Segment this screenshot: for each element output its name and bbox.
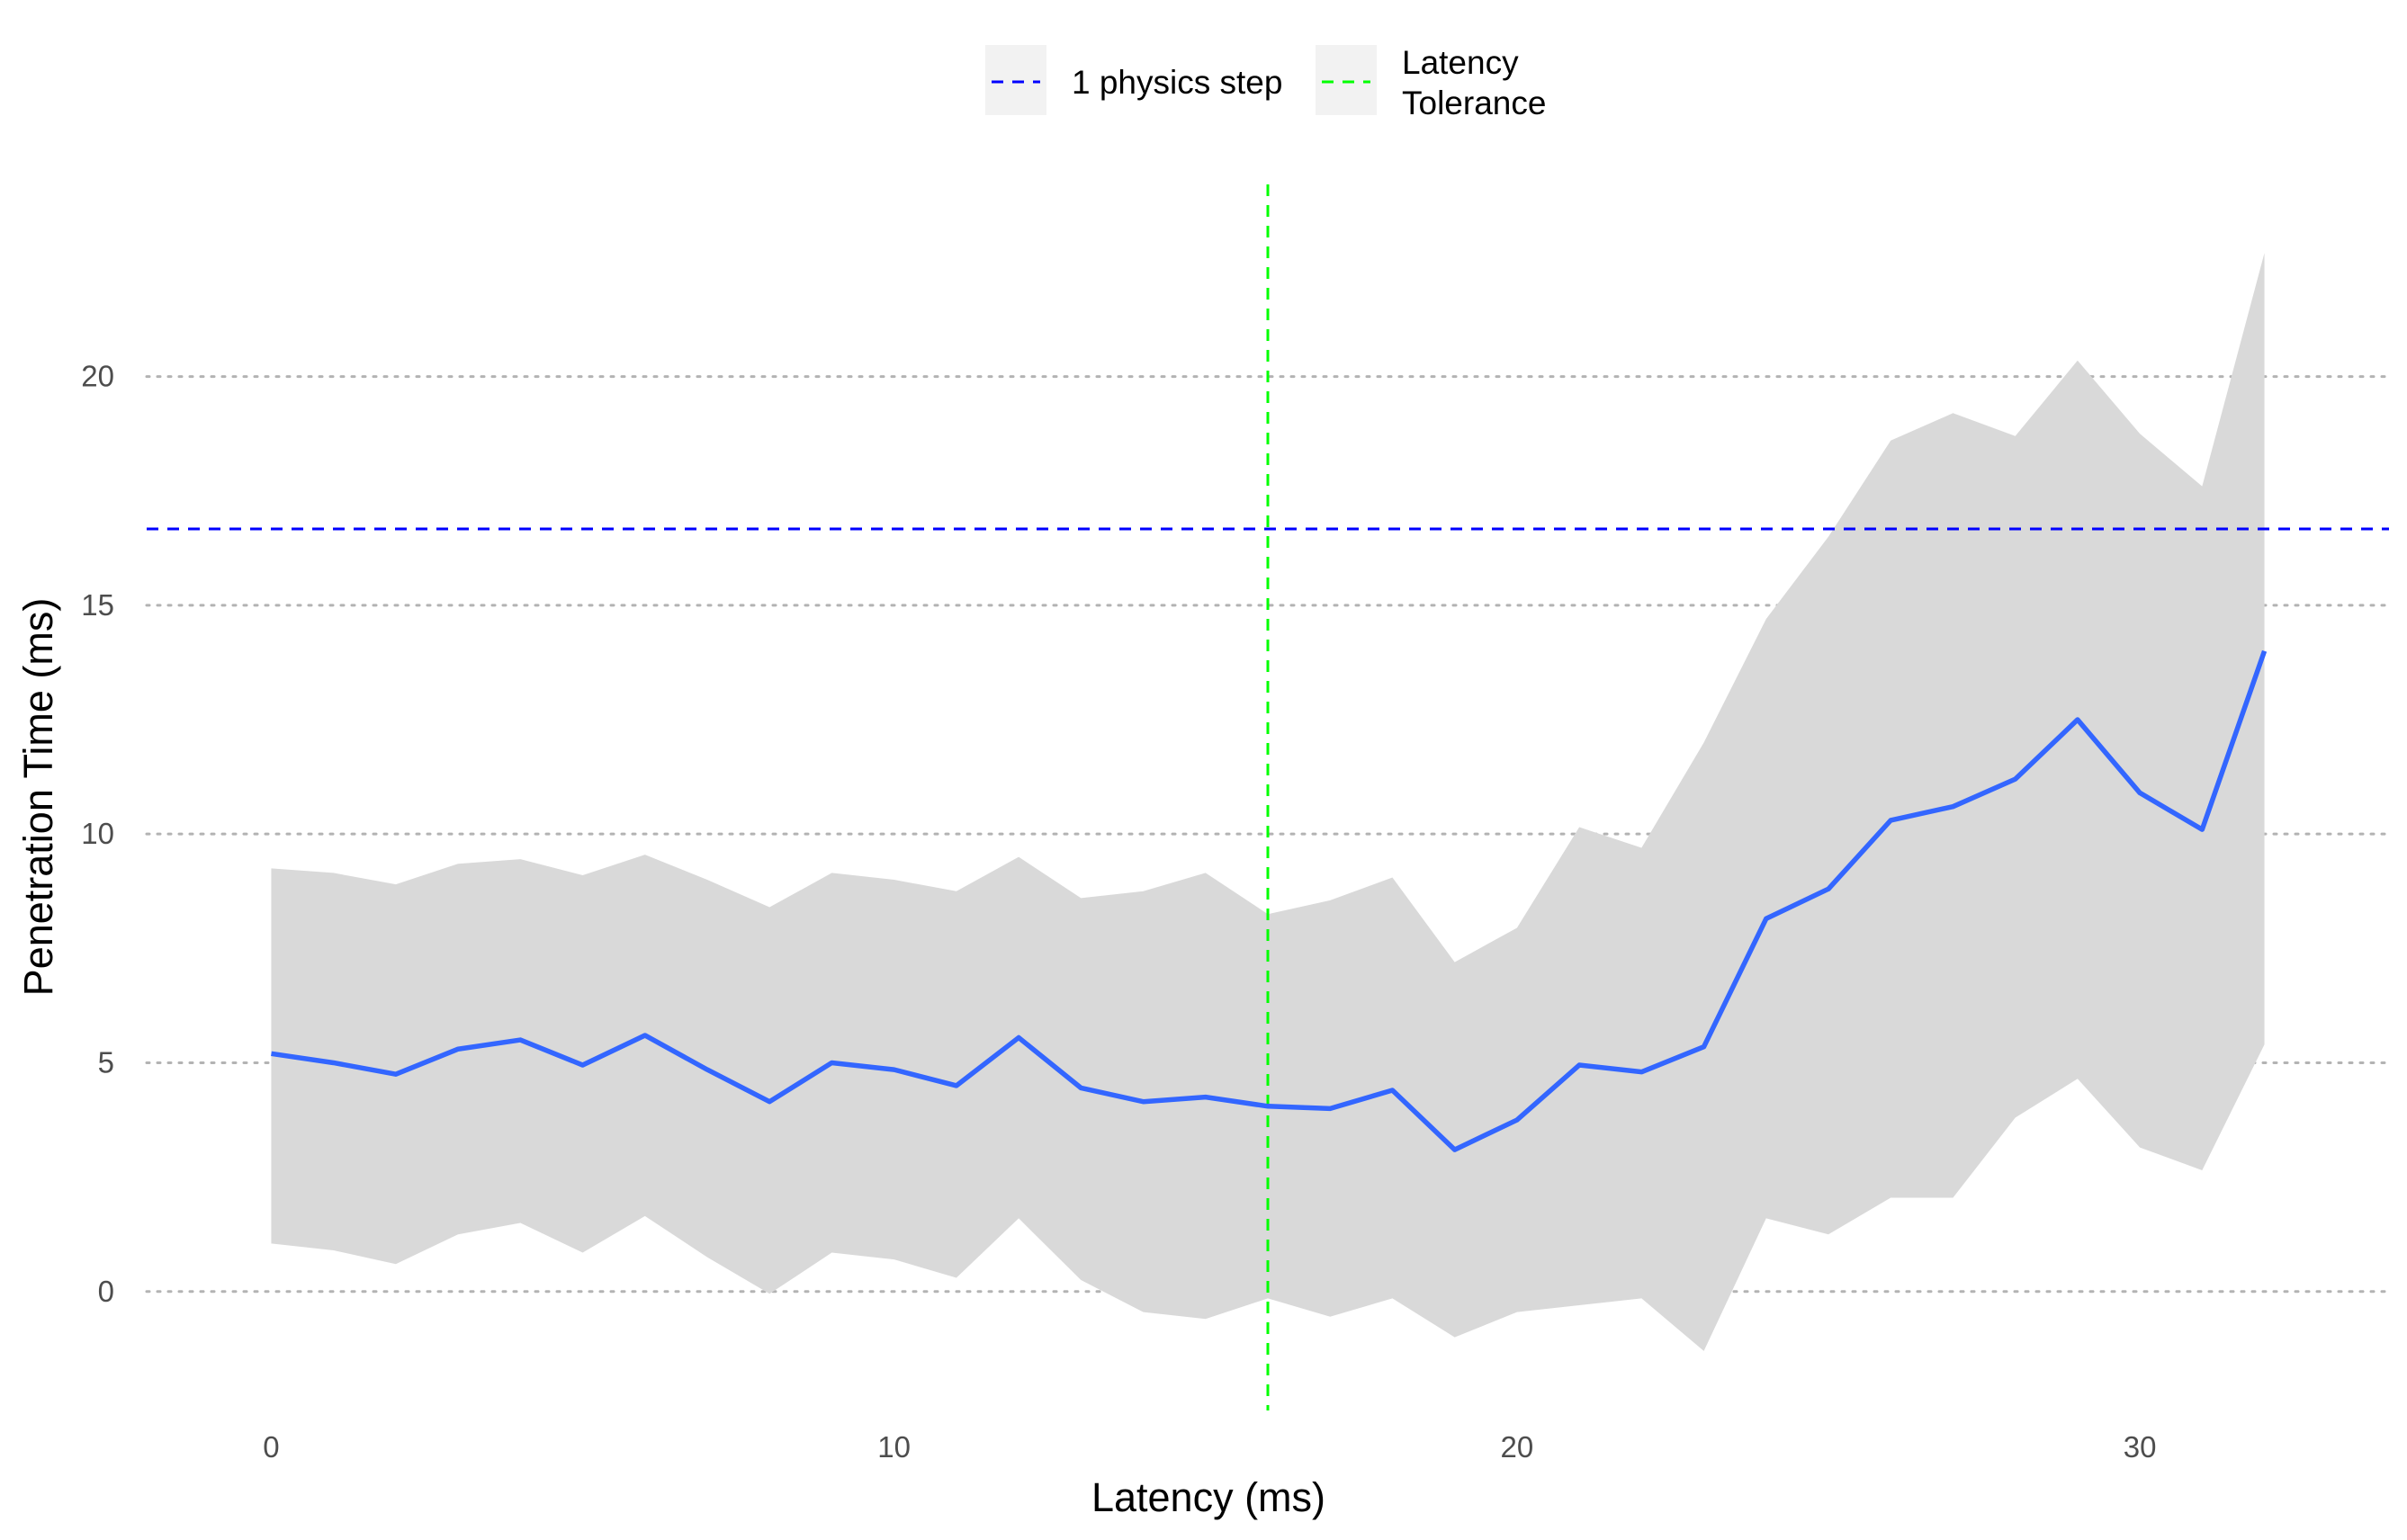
series-line-layer	[271, 649, 2268, 1152]
x-tick-label: 0	[263, 1430, 279, 1464]
legend-key-physics-step	[985, 45, 1046, 115]
y-axis-title: Penetration Time (ms)	[15, 598, 61, 997]
y-tick-label: 20	[81, 360, 114, 393]
confidence-band	[271, 253, 2265, 1351]
confidence-band-layer	[271, 253, 2265, 1351]
x-tick-label: 10	[877, 1430, 911, 1464]
reference-lines-layer	[147, 184, 2389, 1410]
axis-ticks: 0 5 10 15 20 0 10 20 30	[81, 360, 2156, 1464]
legend-label-latency-tolerance-line-1: Latency	[1402, 44, 1519, 81]
legend: 1 physics step Latency Tolerance	[985, 44, 1546, 121]
legend-key-latency-tolerance	[1316, 45, 1377, 115]
y-tick-label: 15	[81, 588, 114, 622]
legend-label-latency-tolerance-line-2: Tolerance	[1402, 85, 1546, 121]
y-tick-label: 10	[81, 817, 114, 850]
y-tick-label: 5	[98, 1045, 114, 1079]
y-tick-label: 0	[98, 1275, 114, 1308]
legend-label-physics-step: 1 physics step	[1072, 64, 1282, 101]
mean-penetration-line	[271, 649, 2268, 1152]
x-tick-label: 20	[1501, 1430, 1534, 1464]
x-tick-label: 30	[2124, 1430, 2157, 1464]
x-axis-title: Latency (ms)	[1091, 1474, 1325, 1520]
